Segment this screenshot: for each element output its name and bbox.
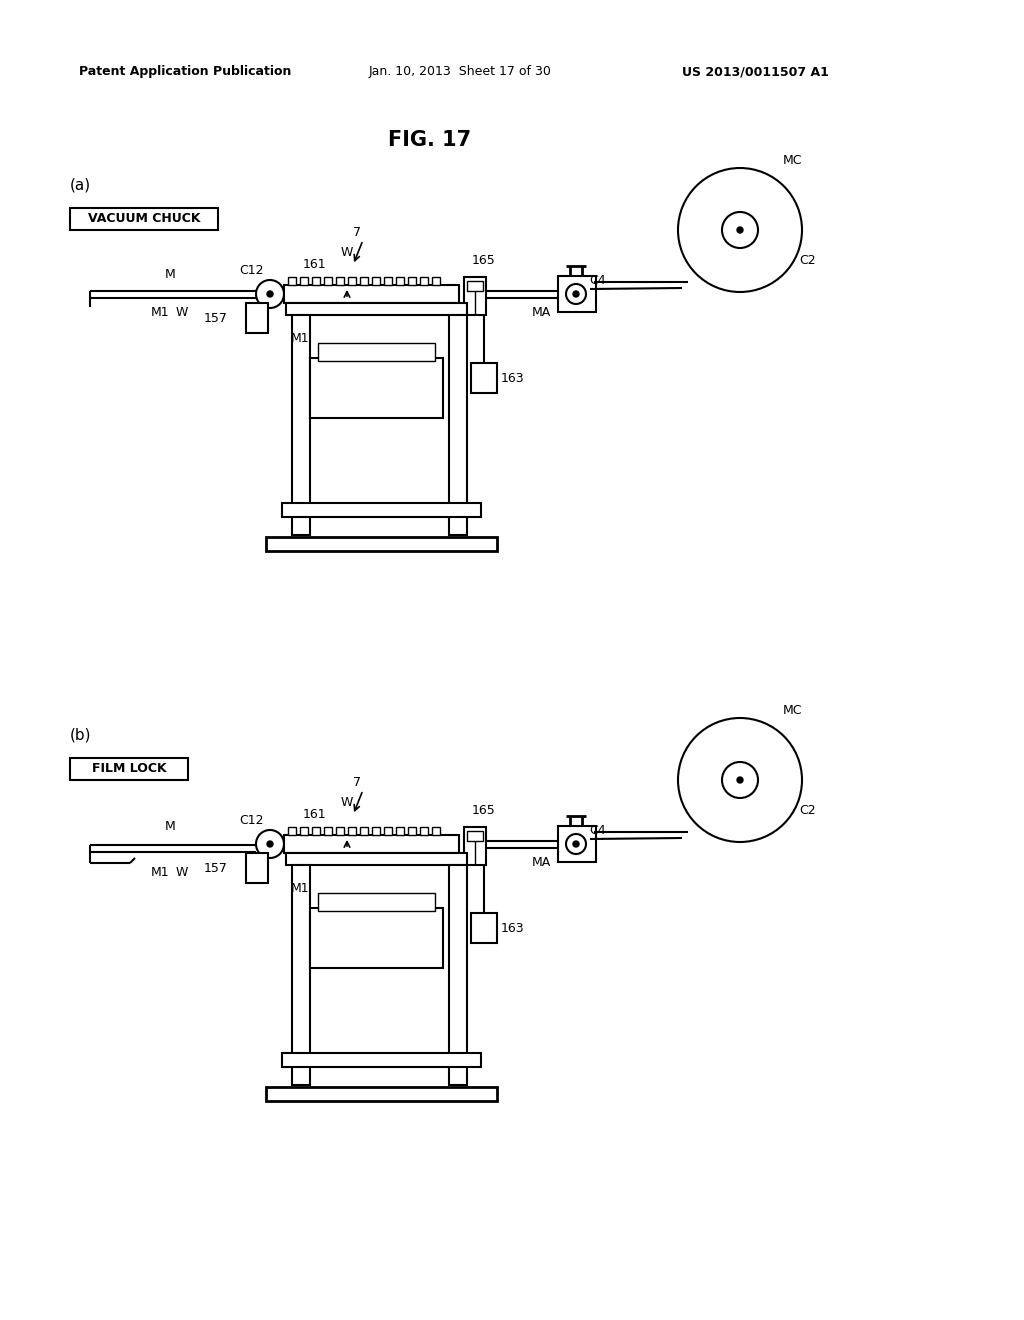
Text: M1: M1 xyxy=(291,882,309,895)
Text: 157: 157 xyxy=(204,312,228,325)
Bar xyxy=(292,315,310,535)
Bar xyxy=(282,1053,481,1067)
Text: 165: 165 xyxy=(472,804,496,817)
Text: Patent Application Publication: Patent Application Publication xyxy=(79,66,291,78)
Bar xyxy=(464,277,486,315)
Bar xyxy=(432,828,440,836)
Circle shape xyxy=(573,841,579,847)
Bar xyxy=(282,503,481,517)
Bar xyxy=(292,865,310,1085)
Text: C2: C2 xyxy=(800,253,816,267)
Circle shape xyxy=(737,777,743,783)
Bar xyxy=(558,826,596,862)
Text: MC: MC xyxy=(782,704,802,717)
Text: (a): (a) xyxy=(70,177,91,193)
Text: Jan. 10, 2013  Sheet 17 of 30: Jan. 10, 2013 Sheet 17 of 30 xyxy=(369,66,552,78)
Text: (b): (b) xyxy=(70,727,91,742)
Bar xyxy=(420,828,428,836)
Text: W: W xyxy=(341,796,353,809)
Bar xyxy=(70,758,188,780)
Bar xyxy=(284,285,459,304)
Text: W: W xyxy=(176,306,188,319)
Text: M: M xyxy=(165,268,175,281)
Bar xyxy=(467,281,483,290)
Bar xyxy=(312,277,319,285)
Text: VACUUM CHUCK: VACUUM CHUCK xyxy=(88,213,201,226)
Circle shape xyxy=(267,290,273,297)
Bar xyxy=(312,828,319,836)
Bar xyxy=(471,363,497,393)
Bar xyxy=(266,537,497,550)
Bar xyxy=(420,277,428,285)
Bar xyxy=(300,828,308,836)
Text: 161: 161 xyxy=(302,808,326,821)
Bar xyxy=(310,358,443,418)
Text: MA: MA xyxy=(531,306,551,319)
Bar xyxy=(318,343,435,360)
Text: M1: M1 xyxy=(151,306,169,319)
Bar xyxy=(246,304,268,333)
Bar xyxy=(471,913,497,942)
Bar xyxy=(310,908,443,968)
Text: FILM LOCK: FILM LOCK xyxy=(92,763,166,776)
Bar xyxy=(408,828,416,836)
Text: W: W xyxy=(341,247,353,260)
Text: C4: C4 xyxy=(590,273,606,286)
Bar xyxy=(318,894,435,911)
Bar xyxy=(432,277,440,285)
Text: M1: M1 xyxy=(291,331,309,345)
Bar xyxy=(467,832,483,841)
Text: C12: C12 xyxy=(240,813,264,826)
Bar xyxy=(384,277,392,285)
Text: MC: MC xyxy=(782,153,802,166)
Bar xyxy=(336,277,344,285)
Text: W: W xyxy=(176,866,188,879)
Bar xyxy=(558,276,596,312)
Text: 161: 161 xyxy=(302,259,326,272)
Text: M1: M1 xyxy=(151,866,169,879)
Bar xyxy=(266,1086,497,1101)
Text: FIG. 17: FIG. 17 xyxy=(388,129,472,150)
Bar xyxy=(408,277,416,285)
Text: C12: C12 xyxy=(240,264,264,276)
Circle shape xyxy=(737,227,743,234)
Bar xyxy=(384,828,392,836)
Bar xyxy=(372,277,380,285)
Bar xyxy=(348,277,356,285)
Bar xyxy=(360,828,368,836)
Text: 165: 165 xyxy=(472,253,496,267)
Text: M: M xyxy=(165,821,175,833)
Text: 157: 157 xyxy=(204,862,228,874)
Bar xyxy=(360,277,368,285)
Bar xyxy=(324,828,332,836)
Circle shape xyxy=(267,841,273,847)
Text: 163: 163 xyxy=(501,371,524,384)
Circle shape xyxy=(573,290,579,297)
Bar xyxy=(324,277,332,285)
Text: C4: C4 xyxy=(590,824,606,837)
Bar xyxy=(284,836,459,853)
Text: 163: 163 xyxy=(501,921,524,935)
Bar xyxy=(372,828,380,836)
Bar xyxy=(70,209,218,230)
Bar xyxy=(464,828,486,865)
Bar xyxy=(449,315,467,535)
Text: US 2013/0011507 A1: US 2013/0011507 A1 xyxy=(682,66,828,78)
Text: 7: 7 xyxy=(353,776,361,789)
Text: C2: C2 xyxy=(800,804,816,817)
Text: 7: 7 xyxy=(353,227,361,239)
Bar xyxy=(396,277,404,285)
Text: MA: MA xyxy=(531,857,551,870)
Bar xyxy=(246,853,268,883)
Bar xyxy=(288,277,296,285)
Bar xyxy=(286,304,467,315)
Bar xyxy=(449,865,467,1085)
Bar xyxy=(286,853,467,865)
Bar xyxy=(396,828,404,836)
Bar xyxy=(288,828,296,836)
Bar xyxy=(336,828,344,836)
Bar xyxy=(300,277,308,285)
Bar xyxy=(348,828,356,836)
